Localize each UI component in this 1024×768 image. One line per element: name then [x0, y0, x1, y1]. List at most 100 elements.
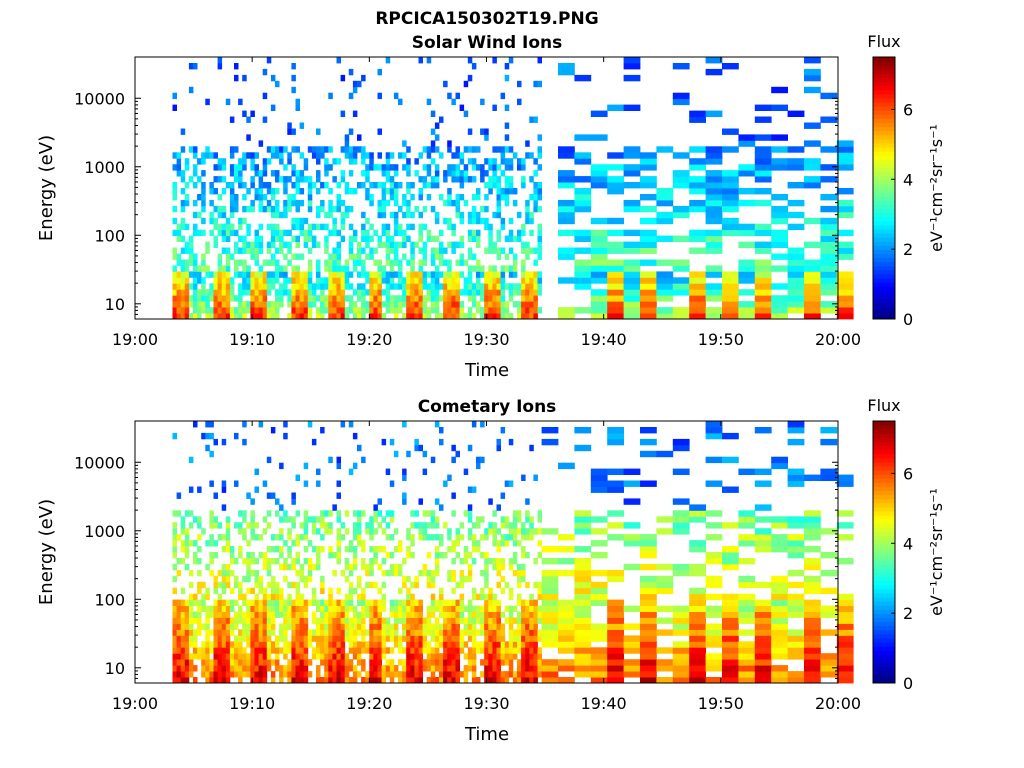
cometary-heatmap-cell: [225, 617, 231, 624]
solar-wind-heatmap-cell: [258, 265, 264, 272]
solar-wind-heatmap-cell: [336, 182, 341, 189]
solar-wind-heatmap-cell: [410, 194, 415, 201]
cometary-heatmap-cell: [213, 516, 218, 523]
cometary-heatmap-cell: [463, 510, 469, 517]
cometary-heatmap-cell: [242, 617, 247, 624]
cometary-heatmap-cell: [525, 599, 530, 606]
cometary-heatmap-cell: [406, 575, 411, 583]
cometary-heatmap-cell: [640, 450, 657, 458]
solar-wind-heatmap-cell: [754, 307, 772, 314]
cometary-heatmap-cell: [590, 540, 608, 547]
cometary-heatmap-cell: [459, 534, 465, 541]
cometary-heatmap-cell: [352, 623, 358, 630]
cometary-heatmap-cell: [205, 593, 210, 601]
solar-wind-heatmap-cell: [221, 301, 227, 308]
solar-wind-heatmap-cell: [414, 313, 419, 320]
cometary-heatmap-cell: [365, 581, 370, 589]
solar-wind-heatmap-cell: [754, 104, 772, 111]
solar-wind-heatmap-cell: [705, 265, 723, 272]
cometary-heatmap-cell: [558, 605, 575, 612]
cometary-heatmap-cell: [254, 468, 259, 475]
cometary-heatmap-cell: [250, 552, 255, 559]
cometary-heatmap-cell: [324, 599, 329, 606]
solar-wind-heatmap-cell: [574, 277, 592, 284]
solar-wind-heatmap-cell: [517, 301, 522, 308]
cometary-heatmap-cell: [246, 558, 251, 565]
solar-wind-heatmap-cell: [365, 164, 370, 171]
solar-wind-heatmap-cell: [184, 295, 190, 302]
cometary-heatmap-cell: [316, 468, 321, 475]
cometary-heatmap-cell: [463, 641, 469, 648]
solar-wind-colorbar-title: Flux: [867, 32, 900, 51]
cometary-heatmap-cell: [410, 611, 415, 618]
solar-wind-heatmap-cell: [722, 170, 739, 177]
solar-wind-heatmap-cell: [188, 253, 194, 260]
cometary-heatmap-cell: [443, 671, 448, 678]
cometary-heatmap-cell: [410, 647, 415, 654]
cometary-heatmap-cell: [352, 641, 358, 648]
cometary-heatmap-cell: [361, 540, 366, 547]
cometary-heatmap-cell: [414, 581, 419, 589]
cometary-heatmap-cell: [217, 599, 223, 606]
cometary-heatmap-cell: [184, 659, 190, 666]
cometary-heatmap-cell: [225, 516, 231, 523]
solar-wind-heatmap-cell: [377, 152, 382, 159]
solar-wind-heatmap-cell: [176, 271, 182, 278]
cometary-heatmap-cell: [689, 546, 706, 553]
cometary-heatmap-cell: [504, 647, 510, 654]
cometary-heatmap-cell: [406, 546, 411, 553]
cometary-heatmap-cell: [393, 671, 399, 678]
cometary-heatmap-cell: [455, 647, 460, 654]
cometary-heatmap-cell: [197, 653, 202, 660]
cometary-heatmap-cell: [451, 569, 456, 577]
cometary-heatmap-cell: [722, 611, 739, 618]
cometary-heatmap-cell: [361, 677, 366, 684]
cometary-heatmap-cell: [184, 671, 190, 678]
solar-wind-heatmap-cell: [590, 182, 608, 189]
solar-wind-heatmap-cell: [722, 307, 739, 314]
cometary-heatmap-cell: [193, 647, 198, 654]
solar-wind-heatmap-cell: [722, 194, 739, 201]
solar-wind-heatmap-cell: [340, 265, 346, 272]
solar-wind-heatmap-cell: [217, 176, 223, 183]
solar-wind-heatmap-cell: [525, 307, 530, 314]
cometary-heatmap-cell: [463, 653, 469, 660]
cometary-heatmap-cell: [640, 617, 657, 624]
cometary-heatmap-cell: [393, 623, 399, 630]
cometary-heatmap-cell: [193, 677, 198, 684]
solar-wind-heatmap-cell: [492, 158, 497, 165]
solar-wind-heatmap-cell: [279, 152, 284, 159]
solar-wind-heatmap-cell: [385, 229, 391, 237]
cometary-heatmap-cell: [369, 629, 374, 636]
cometary-heatmap-cell: [205, 587, 210, 595]
cometary-heatmap-cell: [352, 528, 358, 535]
cometary-heatmap-cell: [283, 629, 288, 636]
cometary-heatmap-cell: [418, 599, 423, 606]
solar-wind-heatmap-cell: [467, 313, 473, 320]
solar-wind-heatmap-cell: [558, 182, 575, 189]
solar-wind-heatmap-cell: [820, 247, 838, 254]
solar-wind-colorbar-step: [873, 233, 895, 238]
solar-wind-heatmap-cell: [176, 313, 182, 320]
solar-wind-heatmap-cell: [533, 170, 538, 177]
cometary-heatmap-cell: [254, 623, 259, 630]
cometary-heatmap-cell: [229, 671, 235, 678]
solar-wind-heatmap-cell: [328, 259, 333, 266]
cometary-heatmap-cell: [238, 647, 243, 654]
solar-wind-heatmap-cell: [270, 152, 276, 159]
solar-wind-heatmap-cell: [184, 241, 190, 248]
cometary-heatmap-cell: [640, 593, 657, 601]
cometary-heatmap-cell: [225, 575, 231, 583]
cometary-heatmap-cell: [804, 605, 821, 612]
cometary-heatmap-cell: [201, 653, 206, 660]
cometary-heatmap-cell: [517, 540, 522, 547]
cometary-heatmap-cell: [295, 587, 300, 595]
solar-wind-heatmap-cell: [307, 307, 313, 314]
solar-wind-heatmap-cell: [328, 205, 333, 213]
cometary-heatmap-cell: [492, 558, 497, 565]
cometary-heatmap-cell: [804, 611, 821, 618]
solar-wind-heatmap-cell: [316, 241, 321, 248]
cometary-heatmap-cell: [332, 671, 337, 678]
solar-wind-colorbar-step: [873, 175, 895, 181]
solar-wind-heatmap-cell: [180, 188, 186, 195]
